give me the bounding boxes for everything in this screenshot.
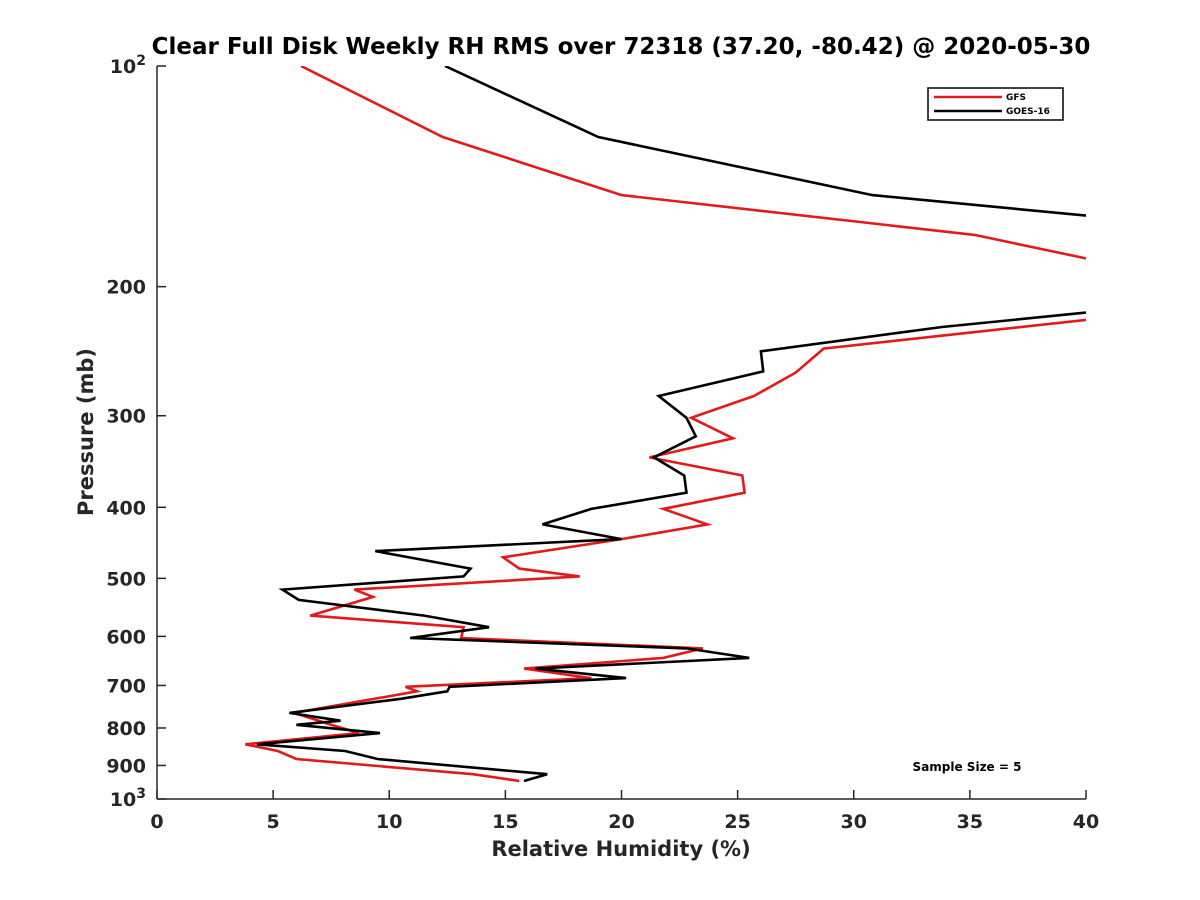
y-tick-label-500: 500 <box>106 568 146 590</box>
y-tick-label-800: 800 <box>106 718 146 740</box>
x-axis-label: Relative Humidity (%) <box>491 837 750 861</box>
x-tick-label-35: 35 <box>957 811 983 833</box>
y-tick-label-600: 600 <box>106 626 146 648</box>
axes-layer: 0 5 10 15 20 25 30 35 40 102 200 300 400 500 600 700 800… <box>106 53 1099 833</box>
series-line-goes16-segment-1 <box>256 311 1086 783</box>
series-line-gfs-segment-1 <box>245 318 1086 783</box>
series-line-goes16-segment-0 <box>444 66 1086 217</box>
plot-area: 0 5 10 15 20 25 30 35 40 102 200 300 400 500 600 700 800… <box>106 53 1099 833</box>
legend: GFS GOES-16 <box>927 87 1064 121</box>
legend-label-gfs: GFS <box>1006 93 1026 103</box>
series-line-gfs-segment-0 <box>300 66 1086 260</box>
y-tick-label-200: 200 <box>106 277 146 299</box>
sample-size-annotation: Sample Size = 5 <box>913 760 1022 774</box>
chart-title: Clear Full Disk Weekly RH RMS over 72318… <box>152 34 1091 60</box>
y-tick-label-900: 900 <box>106 755 146 777</box>
x-tick-label-40: 40 <box>1073 811 1099 833</box>
series-layer <box>245 66 1086 783</box>
y-tick-label-300: 300 <box>106 406 146 428</box>
x-tick-label-20: 20 <box>608 811 634 833</box>
y-tick-label-700: 700 <box>106 675 146 697</box>
y-tick-label-100: 102 <box>110 53 146 78</box>
legend-label-goes16: GOES-16 <box>1006 107 1050 117</box>
y-tick-label-1000: 103 <box>110 786 146 811</box>
x-tick-label-25: 25 <box>724 811 750 833</box>
y-tick-label-400: 400 <box>106 497 146 519</box>
x-tick-label-5: 5 <box>267 811 280 833</box>
x-tick-label-15: 15 <box>492 811 518 833</box>
x-tick-label-10: 10 <box>376 811 402 833</box>
y-axis-label: Pressure (mb) <box>74 348 98 516</box>
legend-box <box>927 87 1064 121</box>
x-tick-label-0: 0 <box>150 811 163 833</box>
x-tick-label-30: 30 <box>841 811 867 833</box>
